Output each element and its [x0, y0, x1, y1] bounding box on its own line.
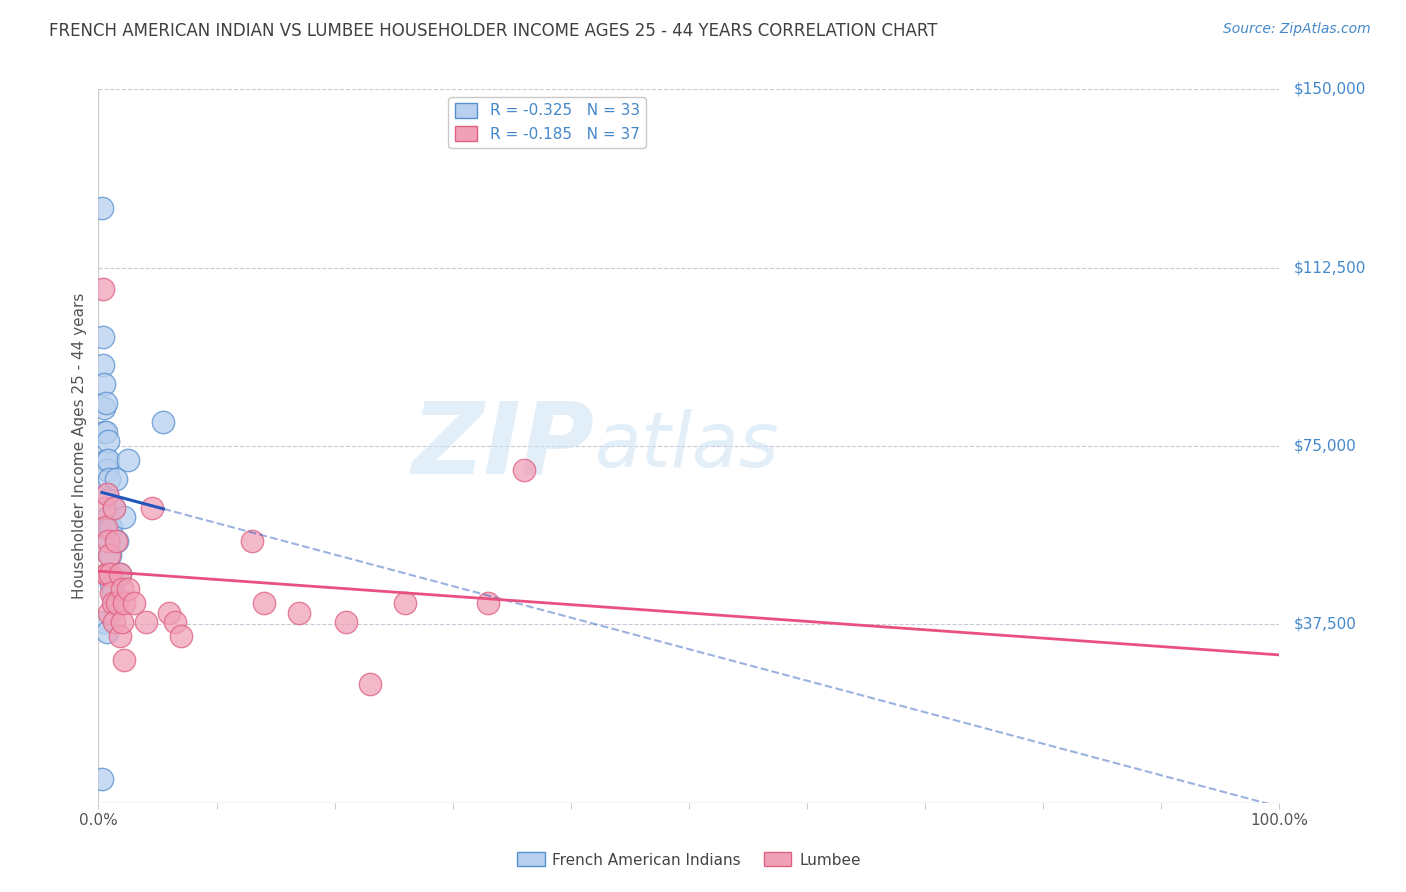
Point [98, 567, 121, 582]
Point [108, 567, 131, 582]
Point [91, 282, 114, 296]
Point [103, 615, 125, 629]
Point [170, 629, 193, 643]
Point [111, 582, 134, 596]
Point [96, 486, 118, 500]
Point [103, 500, 125, 515]
Point [94, 520, 117, 534]
Point [100, 586, 122, 600]
Point [165, 615, 187, 629]
Point [98, 549, 121, 563]
Point [359, 677, 381, 691]
Point [93, 401, 115, 415]
Point [96, 567, 118, 582]
Point [96, 486, 118, 500]
Point [94, 453, 117, 467]
Point [117, 582, 139, 596]
Point [98, 549, 121, 563]
Point [91, 201, 114, 215]
Point [108, 567, 131, 582]
Point [93, 500, 115, 515]
Point [288, 606, 311, 620]
Point [105, 596, 128, 610]
Point [91, 358, 114, 372]
Point [96, 624, 118, 639]
Point [94, 425, 117, 439]
Point [97, 453, 120, 467]
Point [105, 472, 128, 486]
Point [101, 586, 124, 600]
Point [98, 472, 121, 486]
Point [112, 653, 135, 667]
Text: FRENCH AMERICAN INDIAN VS LUMBEE HOUSEHOLDER INCOME AGES 25 - 44 YEARS CORRELATI: FRENCH AMERICAN INDIAN VS LUMBEE HOUSEHO… [49, 22, 938, 40]
Point [98, 606, 121, 620]
Point [94, 567, 117, 582]
Point [94, 396, 117, 410]
Legend: R = -0.325   N = 33, R = -0.185   N = 37: R = -0.325 N = 33, R = -0.185 N = 37 [449, 97, 645, 148]
Point [152, 415, 174, 429]
Point [157, 606, 180, 620]
Point [335, 615, 357, 629]
Text: $75,000: $75,000 [1294, 439, 1357, 453]
Point [141, 500, 163, 515]
Point [112, 596, 135, 610]
Point [100, 577, 122, 591]
Point [93, 425, 115, 439]
Point [93, 615, 115, 629]
Point [96, 463, 118, 477]
Text: $150,000: $150,000 [1294, 82, 1365, 96]
Text: $37,500: $37,500 [1294, 617, 1357, 632]
Text: Source: ZipAtlas.com: Source: ZipAtlas.com [1223, 22, 1371, 37]
Point [98, 520, 121, 534]
Point [98, 567, 121, 582]
Point [93, 377, 115, 392]
Point [103, 500, 125, 515]
Point [253, 596, 276, 610]
Y-axis label: Householder Income Ages 25 - 44 years: Householder Income Ages 25 - 44 years [72, 293, 87, 599]
Point [97, 510, 120, 524]
Point [97, 434, 120, 449]
Point [117, 453, 139, 467]
Point [105, 534, 128, 549]
Point [98, 534, 121, 549]
Point [100, 520, 122, 534]
Point [105, 534, 128, 549]
Point [97, 534, 120, 549]
Point [477, 596, 499, 610]
Point [108, 629, 131, 643]
Text: ZIP: ZIP [412, 398, 595, 494]
Point [91, 329, 114, 343]
Point [394, 596, 416, 610]
Point [103, 596, 125, 610]
Text: $112,500: $112,500 [1294, 260, 1365, 275]
Point [91, 772, 114, 786]
Point [101, 596, 124, 610]
Point [135, 615, 157, 629]
Point [240, 534, 263, 549]
Point [122, 596, 145, 610]
Point [112, 510, 135, 524]
Text: atlas: atlas [595, 409, 779, 483]
Point [111, 615, 134, 629]
Point [512, 463, 534, 477]
